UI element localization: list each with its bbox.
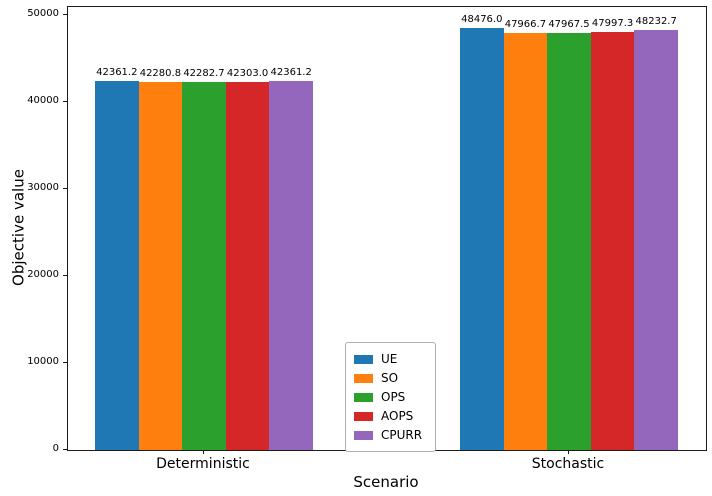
legend-item-so: SO: [354, 369, 422, 387]
legend-item-cpurr: CPURR: [354, 426, 422, 444]
x-tick-label-stochastic: Stochastic: [531, 456, 605, 472]
bar-so-deterministic: [138, 82, 183, 450]
legend-swatch-icon: [354, 354, 373, 364]
legend-label: SO: [381, 371, 399, 385]
bar-ops-stochastic: [547, 32, 591, 450]
bar-value-label: 42282.7: [183, 67, 225, 79]
y-tick-mark: [63, 100, 67, 102]
y-tick-label: 40000: [27, 94, 59, 106]
bar-so-stochastic: [503, 32, 548, 450]
bar-value-label: 42303.0: [226, 67, 269, 79]
legend-label: OPS: [381, 390, 406, 404]
y-tick-mark: [63, 187, 67, 189]
bar-value-label: 42361.2: [96, 67, 138, 79]
bar-value-label: 42361.2: [270, 67, 312, 79]
y-tick-label: 50000: [27, 7, 59, 19]
bar-cpurr-deterministic: [269, 81, 313, 450]
x-tick-mark: [203, 450, 204, 454]
y-tick-label: 10000: [27, 355, 59, 367]
bar-value-label: 47967.5: [548, 18, 590, 30]
y-tick-label: 20000: [27, 268, 59, 280]
y-axis-label: Objective value: [9, 169, 28, 286]
legend-swatch-icon: [354, 392, 373, 402]
legend-label: UE: [381, 352, 398, 366]
legend-item-ue: UE: [354, 350, 422, 368]
y-tick-label: 30000: [27, 181, 59, 193]
bar-value-label: 48232.7: [635, 16, 677, 28]
x-tick-mark: [568, 450, 569, 454]
x-tick-label-deterministic: Deterministic: [156, 456, 250, 472]
bar-ue-deterministic: [95, 81, 139, 450]
legend-swatch-icon: [354, 373, 373, 383]
bar-aops-stochastic: [590, 32, 635, 450]
legend-swatch-icon: [354, 430, 373, 440]
bar-value-label: 47997.3: [591, 18, 634, 30]
bar-ue-stochastic: [460, 28, 504, 450]
bar-aops-deterministic: [225, 81, 270, 450]
legend-item-ops: OPS: [354, 388, 422, 406]
legend: UE SO OPS AOPS CPURR: [345, 342, 437, 452]
y-tick-mark: [63, 13, 67, 15]
bar-value-label: 48476.0: [461, 14, 503, 26]
bar-value-label: 42280.8: [139, 68, 182, 80]
legend-label: AOPS: [381, 409, 414, 423]
bar-value-label: 47966.7: [504, 18, 547, 30]
bar-cpurr-stochastic: [634, 30, 678, 450]
legend-label: CPURR: [381, 428, 423, 442]
y-tick-mark: [63, 274, 67, 276]
bar-ops-deterministic: [182, 82, 226, 450]
y-tick-label: 0: [52, 443, 59, 454]
x-axis-label: Scenario: [353, 473, 419, 491]
legend-item-aops: AOPS: [354, 407, 422, 425]
y-tick-mark: [63, 449, 67, 450]
y-tick-mark: [63, 361, 67, 363]
legend-swatch-icon: [354, 411, 373, 421]
plot-area: 42361.2 42280.8 42282.7 42303.0 42361.2 48476…: [67, 6, 707, 452]
